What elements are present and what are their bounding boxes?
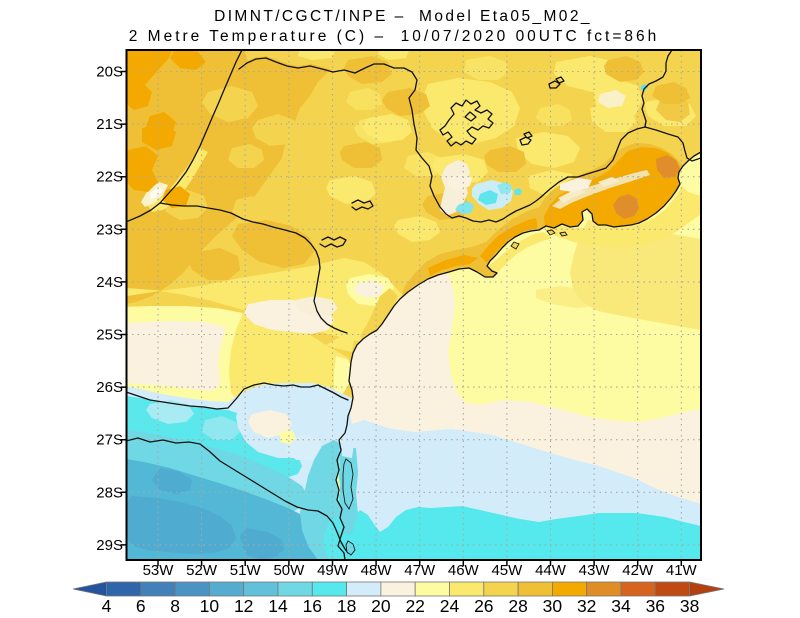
svg-text:23S: 23S [96, 221, 123, 238]
svg-text:29S: 29S [96, 537, 123, 554]
svg-text:4: 4 [102, 596, 112, 616]
svg-text:22S: 22S [96, 169, 123, 186]
svg-text:8: 8 [170, 596, 180, 616]
svg-text:2 Metre Temperature (C) – 10/: 2 Metre Temperature (C) – 10/07/2020 00U… [129, 28, 660, 45]
svg-text:28: 28 [508, 596, 527, 616]
svg-text:14: 14 [268, 596, 288, 616]
svg-text:10: 10 [200, 596, 220, 616]
svg-text:43W: 43W [579, 562, 611, 579]
svg-text:44W: 44W [535, 562, 567, 579]
svg-text:51W: 51W [230, 562, 262, 579]
svg-text:48W: 48W [361, 562, 393, 579]
svg-text:DIMNT/CGCT/INPE – Model Eta05: DIMNT/CGCT/INPE – Model Eta05_M02_ [214, 8, 592, 25]
svg-text:42W: 42W [622, 562, 654, 579]
svg-text:49W: 49W [317, 562, 349, 579]
svg-text:12: 12 [234, 596, 253, 616]
svg-text:20S: 20S [96, 64, 123, 81]
svg-text:52W: 52W [186, 562, 218, 579]
svg-text:47W: 47W [404, 562, 436, 579]
svg-text:20: 20 [371, 596, 391, 616]
svg-text:18: 18 [337, 596, 356, 616]
svg-text:24S: 24S [96, 274, 123, 291]
svg-text:45W: 45W [491, 562, 523, 579]
svg-text:22: 22 [405, 596, 424, 616]
svg-text:36: 36 [646, 596, 665, 616]
svg-text:46W: 46W [448, 562, 480, 579]
svg-text:27S: 27S [96, 432, 123, 449]
svg-text:25S: 25S [96, 327, 123, 344]
svg-text:30: 30 [543, 596, 563, 616]
svg-text:38: 38 [680, 596, 699, 616]
svg-text:24: 24 [440, 596, 460, 616]
svg-text:34: 34 [611, 596, 631, 616]
svg-text:32: 32 [577, 596, 596, 616]
svg-text:21S: 21S [96, 116, 123, 133]
svg-text:41W: 41W [666, 562, 698, 579]
svg-text:16: 16 [303, 596, 322, 616]
svg-text:6: 6 [136, 596, 146, 616]
svg-text:53W: 53W [143, 562, 175, 579]
svg-text:28S: 28S [96, 484, 123, 501]
svg-text:26: 26 [474, 596, 493, 616]
svg-text:50W: 50W [273, 562, 305, 579]
svg-text:26S: 26S [96, 379, 123, 396]
